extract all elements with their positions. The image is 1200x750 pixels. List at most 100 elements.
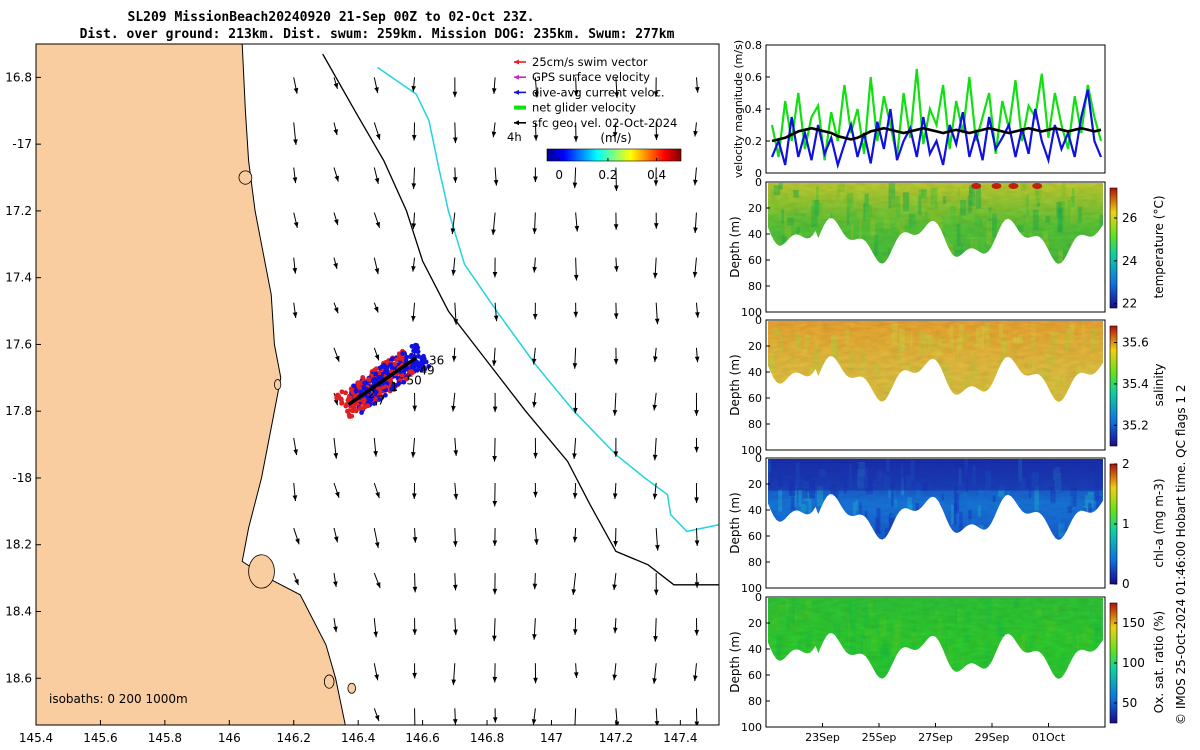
section-y-tick-label: 60 xyxy=(748,530,762,543)
geo-velocity-arrow xyxy=(451,257,456,276)
geo-velocity-arrow xyxy=(492,392,498,413)
geo-velocity-arrow xyxy=(411,257,416,272)
geo-velocity-arrow xyxy=(573,663,579,678)
legend-entry: dive-avg current veloc. xyxy=(514,85,665,99)
speed-colorbar-ticks: 0 0.2 0.4 xyxy=(555,158,666,182)
track-vector-mark xyxy=(377,370,382,376)
geo-velocity-arrow xyxy=(451,663,457,686)
velocity-ylabel: velocity magnitude (m/s) xyxy=(732,40,745,178)
geo-velocity-arrow xyxy=(292,482,298,502)
geo-velocity-arrow xyxy=(453,482,459,500)
velocity-series-line xyxy=(770,68,1103,161)
track-vector-mark xyxy=(413,360,419,366)
velocity-series-line xyxy=(771,126,1102,143)
geo-velocity-arrow xyxy=(653,347,658,363)
section-panel: 0 20 40 60 80 100 Depth (m) 35.2 35.4 35.6salinit… xyxy=(728,314,1166,457)
velocity-y-tick-label: 0.8 xyxy=(745,39,763,52)
geo-velocity-arrow xyxy=(573,122,579,142)
island xyxy=(347,682,356,694)
section-panel: 0 20 40 60 80 100 Depth (m) 0 1 2 chl-a (mg m-3) xyxy=(728,452,1166,595)
track-vector-mark xyxy=(414,367,420,373)
geo-velocity-arrow xyxy=(452,708,458,725)
geo-velocity-arrow xyxy=(333,122,338,136)
geo-velocity-arrow xyxy=(653,212,659,229)
geo-velocity-arrow xyxy=(653,77,659,97)
track-vector-mark xyxy=(416,353,421,359)
map-x-tick-label: 145.6 xyxy=(83,731,117,745)
map-y-tick-label: -17 xyxy=(12,137,32,151)
legend-entry: net glider velocity xyxy=(514,101,636,115)
track-time-label: 49 xyxy=(419,363,434,377)
geo-velocity-arrow xyxy=(333,302,339,314)
track-vector-mark xyxy=(346,408,352,414)
section-colorbar-label: temperature (°C) xyxy=(1152,196,1166,299)
map-y-tick-label: 18.6 xyxy=(5,671,32,685)
figure-title-line2: Dist. over ground: 213km. Dist. swum: 25… xyxy=(80,27,675,42)
geo-velocity-arrow xyxy=(653,573,659,596)
section-ylabel: Depth (m) xyxy=(728,631,742,692)
track-vector-mark xyxy=(373,389,379,395)
geo-velocity-arrow xyxy=(373,708,380,722)
geo-velocity-arrow xyxy=(694,618,700,636)
geo-velocity-arrow xyxy=(654,122,659,140)
geo-velocity-arrow xyxy=(492,482,498,507)
track-vector-mark xyxy=(415,349,421,355)
geo-velocity-arrow xyxy=(293,437,298,456)
track-vector-mark xyxy=(387,377,393,383)
geo-velocity-arrow xyxy=(493,302,499,322)
track-vector-mark xyxy=(384,370,389,376)
geo-velocity-arrow xyxy=(532,212,538,234)
speed-colorbar xyxy=(546,148,682,162)
track-vector-mark xyxy=(357,405,363,411)
svg-text:GPS surface velocity: GPS surface velocity xyxy=(532,70,650,84)
geo-velocity-arrow xyxy=(652,482,658,500)
section-colorbar-tick: 100 xyxy=(1122,656,1145,670)
svg-text:dive-avg current veloc.: dive-avg current veloc. xyxy=(532,85,665,99)
geo-velocity-arrow xyxy=(492,708,498,723)
geo-velocity-arrow xyxy=(293,122,298,145)
map-y-tick-label: -18 xyxy=(12,471,32,485)
geo-velocity-arrow xyxy=(412,663,417,679)
section-colorbar-label: salinity xyxy=(1152,363,1166,406)
geo-velocity-arrow xyxy=(612,122,618,138)
speed-colorbar-tick: 0.4 xyxy=(647,168,666,182)
geo-velocity-arrow xyxy=(412,573,418,593)
geo-velocity-arrow xyxy=(531,347,537,365)
geo-velocity-arrow xyxy=(453,302,459,325)
geo-velocity-arrow xyxy=(292,167,298,184)
geo-velocity-arrow xyxy=(293,572,299,586)
track-vector-mark xyxy=(350,408,356,414)
track-vector-mark xyxy=(408,354,414,359)
geo-velocity-arrow xyxy=(492,618,497,642)
geo-velocity-arrow xyxy=(693,212,698,234)
geo-velocity-arrow xyxy=(613,212,619,230)
speed-colorbar-tick: 0 xyxy=(555,168,563,182)
geo-velocity-arrow xyxy=(333,257,338,270)
geo-velocity-arrow xyxy=(653,167,659,186)
section-y-tick-label: 100 xyxy=(741,444,762,457)
section-y-tick-label: 60 xyxy=(748,254,762,267)
legend-entry: sfc geo. vel. 02-Oct-2024 xyxy=(514,116,677,130)
geo-velocity-arrow xyxy=(293,77,299,94)
geo-velocity-arrow xyxy=(614,77,620,98)
geo-velocity-arrow xyxy=(652,392,658,411)
geo-velocity-arrow xyxy=(694,528,700,546)
track-time-label: 36 xyxy=(429,353,444,367)
islands xyxy=(238,170,356,694)
geo-velocity-arrow xyxy=(693,122,698,137)
geo-velocity-arrow xyxy=(373,257,380,275)
geo-velocity-arrow xyxy=(613,528,618,547)
section-y-tick-label: 80 xyxy=(748,695,762,708)
section-ylabel: Depth (m) xyxy=(728,492,742,553)
track-vector-mark xyxy=(338,396,344,402)
geo-velocity-arrow xyxy=(492,663,498,683)
geo-velocity-arrow xyxy=(412,392,418,412)
geo-velocity-arrow xyxy=(532,392,537,408)
section-y-tick-label: 60 xyxy=(748,392,762,405)
geo-velocity-arrow xyxy=(451,347,457,362)
track-vector-mark xyxy=(359,410,364,415)
map-y-tick-label: 18.4 xyxy=(5,605,32,619)
track-vector-mark xyxy=(351,383,357,389)
geo-velocity-arrow xyxy=(533,122,539,141)
